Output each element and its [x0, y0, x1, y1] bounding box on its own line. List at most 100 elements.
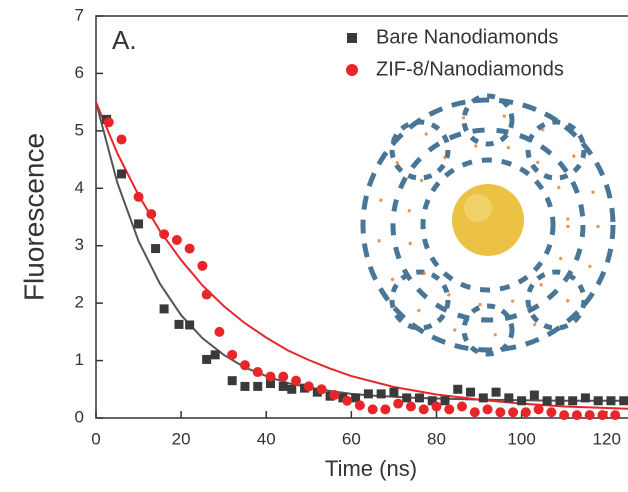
data-point [303, 381, 314, 392]
x-tick-label: 120 [593, 429, 621, 448]
data-point [593, 396, 603, 406]
data-point [265, 371, 276, 382]
y-tick-label: 7 [75, 5, 84, 24]
data-point [240, 381, 250, 391]
data-point [546, 407, 557, 418]
data-point [338, 393, 348, 403]
data-point [265, 379, 275, 389]
data-point [227, 349, 238, 360]
data-point [201, 289, 212, 300]
legend-label: ZIF-8/Nanodiamonds [376, 58, 564, 80]
data-point [555, 396, 565, 406]
data-point [252, 367, 263, 378]
data-point [278, 371, 289, 382]
data-point [469, 407, 480, 418]
data-point [117, 169, 127, 179]
data-point [495, 407, 506, 418]
data-point [116, 134, 127, 145]
data-point [354, 400, 365, 411]
y-tick-label: 5 [75, 120, 84, 139]
data-point [453, 384, 463, 394]
data-point [363, 389, 373, 399]
data-point [431, 401, 442, 412]
data-point [239, 360, 250, 371]
data-point [210, 350, 220, 360]
data-point [584, 410, 595, 421]
data-point [559, 410, 570, 421]
data-point [171, 234, 182, 245]
x-tick-label: 40 [257, 429, 276, 448]
data-point [146, 209, 157, 220]
data-point [151, 244, 161, 254]
y-tick-label: 1 [75, 350, 84, 369]
data-point [414, 393, 424, 403]
data-point [427, 396, 437, 406]
data-point [316, 384, 327, 395]
data-point [227, 376, 237, 386]
data-point [440, 396, 450, 406]
data-point [291, 375, 302, 386]
y-tick-label: 3 [75, 235, 84, 254]
data-point [619, 396, 628, 406]
y-axis-label: Fluorescence [18, 133, 49, 301]
y-tick-label: 0 [75, 407, 84, 426]
y-tick-label: 2 [75, 293, 84, 312]
legend-marker [347, 33, 357, 43]
data-point [389, 387, 399, 397]
axis-frame [95, 15, 628, 419]
data-point [478, 393, 488, 403]
panel-label: A. [112, 25, 137, 55]
data-point [508, 407, 519, 418]
x-tick-label: 0 [91, 429, 100, 448]
data-point [393, 398, 404, 409]
legend-marker [346, 64, 358, 76]
data-point [482, 404, 493, 415]
fit-line [95, 101, 628, 410]
data-point [253, 381, 263, 391]
data-point [376, 389, 386, 399]
data-point [491, 387, 501, 397]
data-point [312, 387, 322, 397]
x-axis-label: Time (ns) [325, 456, 417, 481]
data-point [571, 410, 582, 421]
y-tick-label: 4 [75, 178, 84, 197]
data-point [405, 401, 416, 412]
data-point [159, 229, 170, 240]
data-point [214, 326, 225, 337]
data-point [504, 393, 514, 403]
x-tick-label: 60 [342, 429, 361, 448]
data-point [529, 390, 539, 400]
legend-label: Bare Nanodiamonds [376, 26, 558, 48]
data-point [278, 381, 288, 391]
data-point [610, 410, 621, 421]
data-point [342, 395, 353, 406]
data-point [185, 320, 195, 330]
data-point [329, 390, 340, 401]
x-tick-label: 80 [427, 429, 446, 448]
data-point [597, 410, 608, 421]
y-tick-label: 6 [75, 63, 84, 82]
data-point [287, 384, 297, 394]
data-point [174, 319, 184, 329]
data-point [367, 404, 378, 415]
data-point [197, 260, 208, 271]
data-point [380, 404, 391, 415]
inset-structure [360, 93, 616, 357]
data-point [580, 393, 590, 403]
x-tick-label: 100 [507, 429, 535, 448]
data-point [402, 393, 412, 403]
data-point [520, 407, 531, 418]
data-point [134, 219, 144, 229]
data-point [103, 117, 114, 128]
x-tick-label: 20 [172, 429, 191, 448]
data-point [418, 404, 429, 415]
data-point [568, 396, 578, 406]
data-point [202, 354, 212, 364]
data-point [533, 404, 544, 415]
data-point [517, 396, 527, 406]
data-point [457, 401, 468, 412]
data-point [351, 393, 361, 403]
data-point [466, 387, 476, 397]
data-point [606, 396, 616, 406]
data-point [444, 404, 455, 415]
